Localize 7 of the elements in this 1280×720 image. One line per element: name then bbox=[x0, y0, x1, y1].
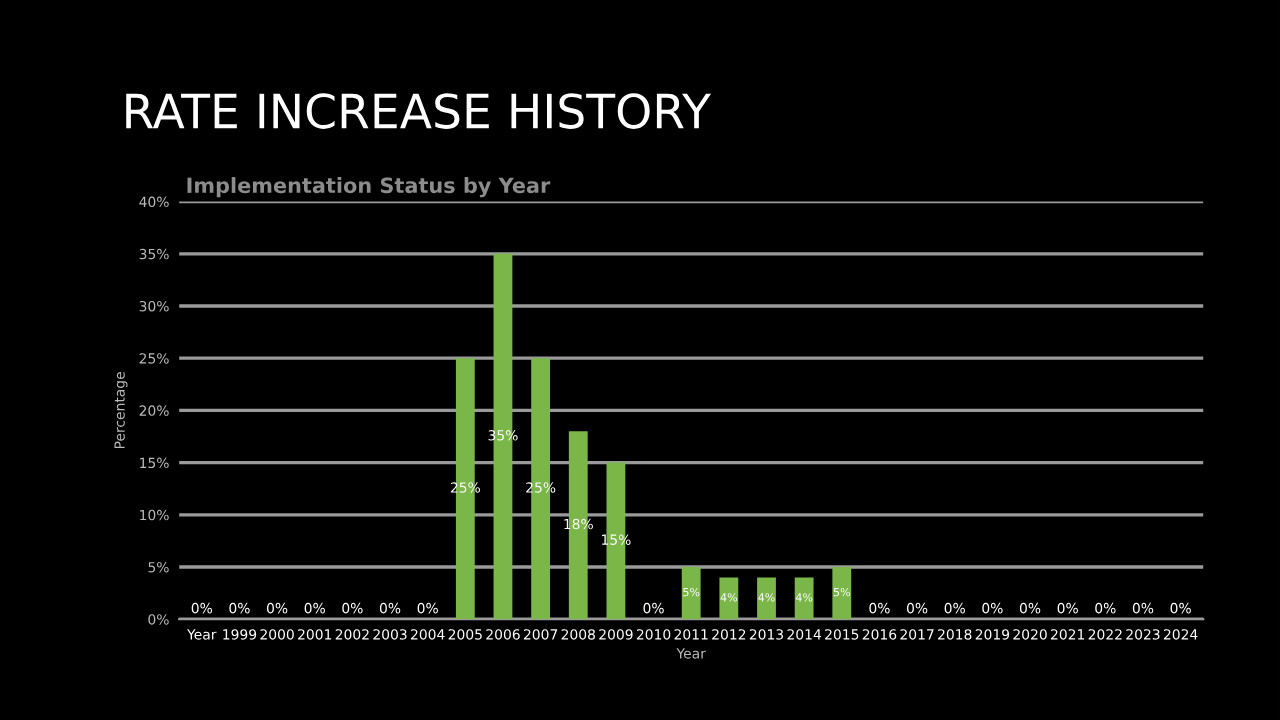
bar bbox=[757, 577, 776, 620]
bar bbox=[719, 577, 739, 620]
chart-subtitle: Implementation Status by Year bbox=[187, 177, 551, 198]
bar bbox=[832, 567, 852, 620]
bar bbox=[681, 567, 701, 620]
bar bbox=[794, 577, 814, 620]
chart-title: RATE INCREASE HISTORY bbox=[126, 93, 712, 129]
